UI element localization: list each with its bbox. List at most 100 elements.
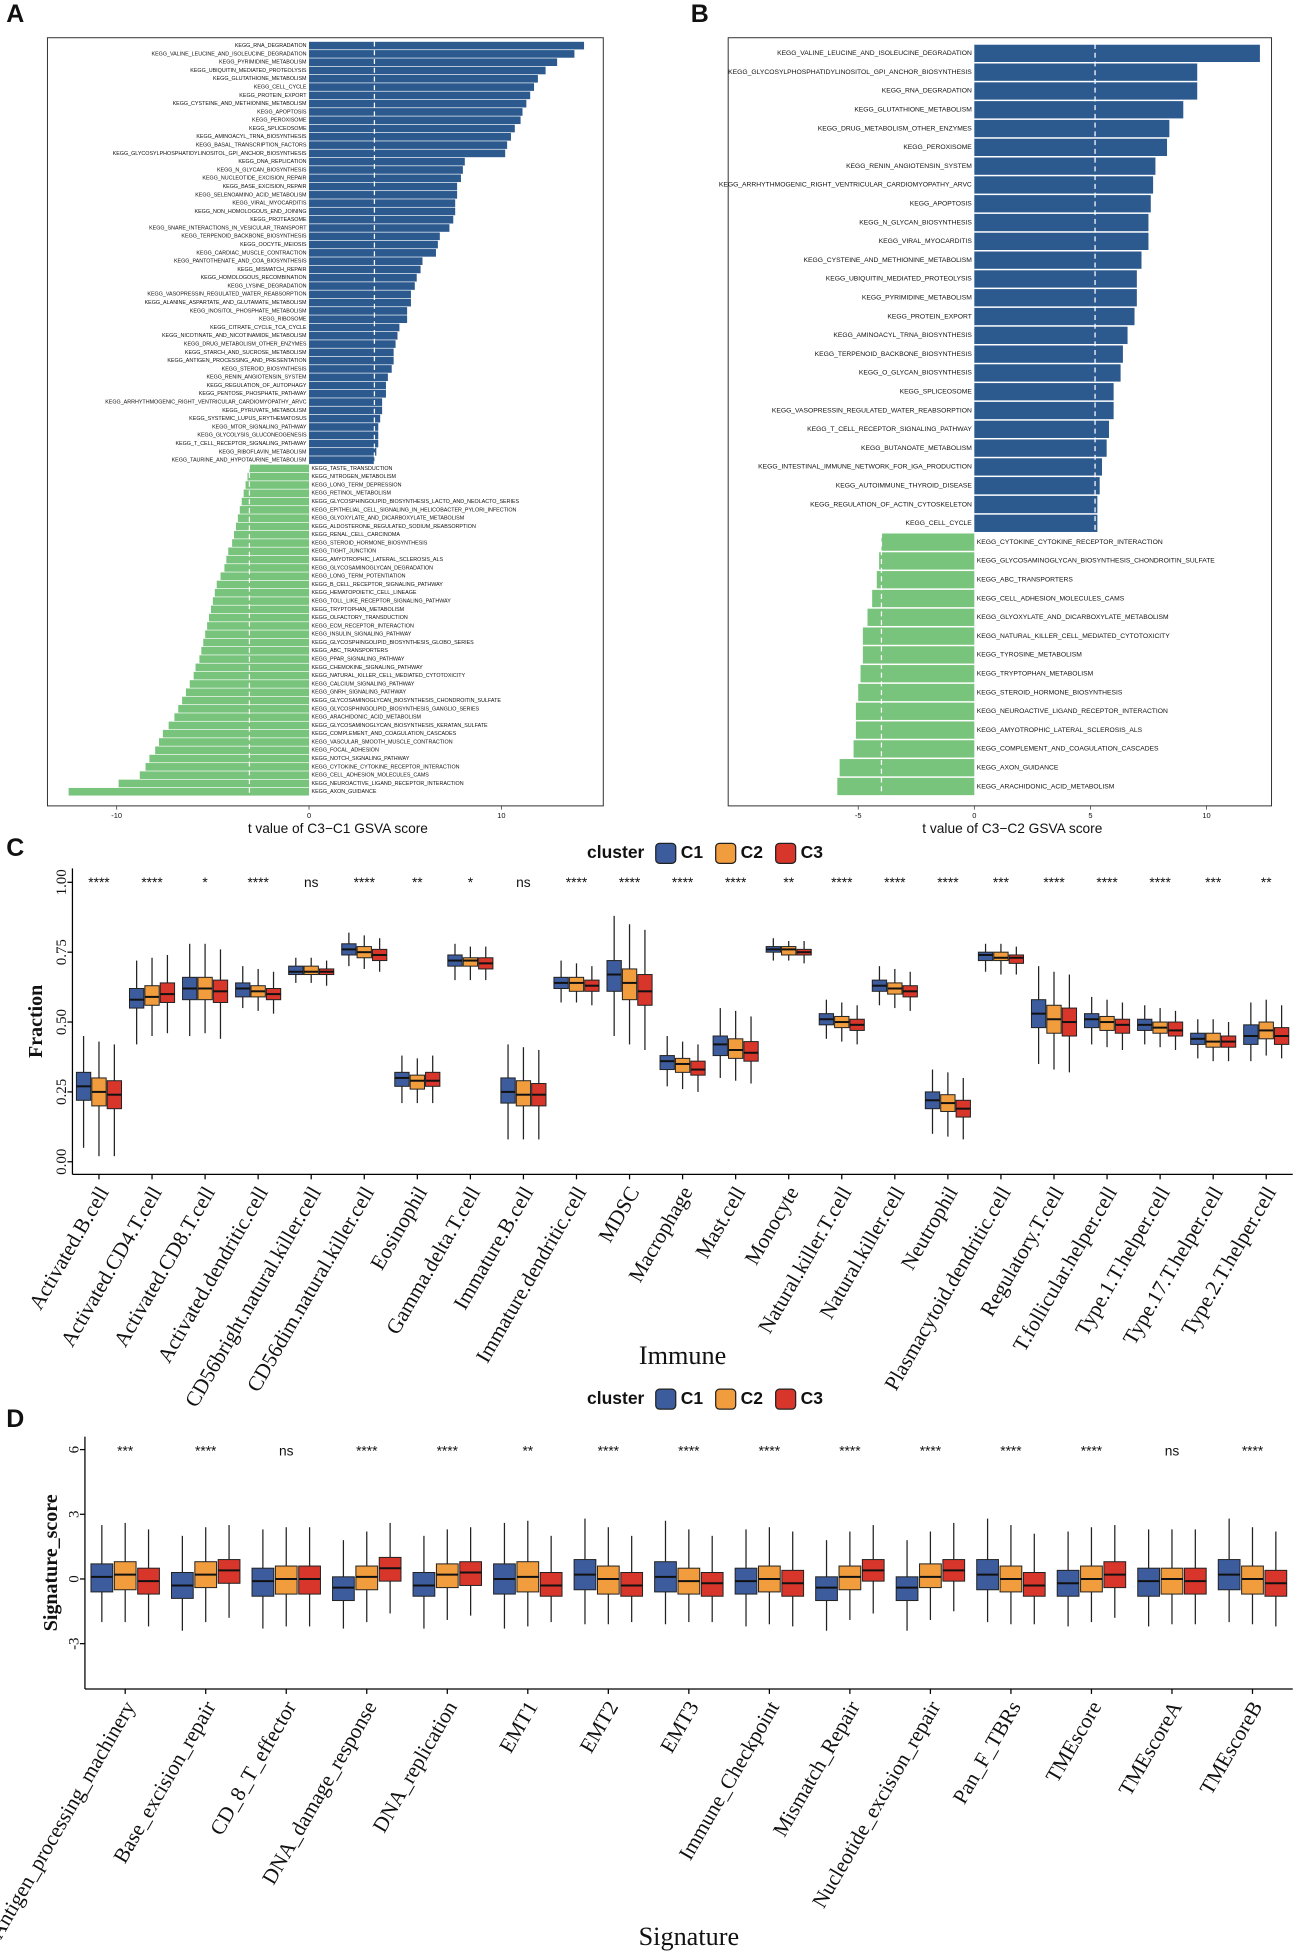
legend-label: C1 bbox=[681, 1388, 704, 1408]
bar-label: KEGG_GLYCOSPHINGOLIPID_BIOSYNTHESIS_LACT… bbox=[312, 499, 520, 505]
bar bbox=[193, 671, 310, 680]
y-tick-label: 1.00 bbox=[54, 869, 70, 895]
bar-label: KEGG_B_CELL_RECEPTOR_SIGNALING_PATHWAY bbox=[312, 582, 444, 588]
bar bbox=[867, 608, 975, 626]
bar bbox=[309, 83, 535, 91]
bar bbox=[974, 326, 1128, 344]
bar bbox=[245, 481, 310, 489]
bar bbox=[309, 157, 465, 166]
bar bbox=[974, 157, 1156, 175]
box bbox=[298, 1565, 321, 1595]
box bbox=[895, 1576, 919, 1602]
bar-label: KEGG_PANTOTHENATE_AND_COA_BIOSYNTHESIS bbox=[174, 259, 307, 265]
significance-label: ns bbox=[304, 875, 319, 890]
bar-label: KEGG_LYSINE_DEGRADATION bbox=[227, 283, 306, 289]
bar-label: KEGG_TERPENOID_BACKBONE_BIOSYNTHESIS bbox=[815, 351, 973, 358]
bar-label: KEGG_GLYCOSAMINOGLYCAN_DEGRADATION bbox=[312, 565, 434, 571]
significance-label: **** bbox=[937, 875, 959, 890]
bar bbox=[309, 74, 538, 83]
bar bbox=[68, 787, 310, 796]
bar bbox=[309, 298, 411, 307]
bar-label: KEGG_GLYOXYLATE_AND_DICARBOXYLATE_METABO… bbox=[312, 516, 465, 522]
bar bbox=[974, 477, 1100, 495]
bar-label: KEGG_VASOPRESSIN_REGULATED_WATER_REABSOR… bbox=[772, 407, 972, 414]
bar bbox=[974, 101, 1184, 119]
bar bbox=[974, 195, 1151, 213]
box bbox=[235, 982, 251, 998]
bar-label: KEGG_RENIN_ANGIOTENSIN_SYSTEM bbox=[206, 375, 307, 381]
bar bbox=[309, 398, 383, 406]
bar-label: KEGG_UBIQUITIN_MEDIATED_PROTEOLYSIS bbox=[190, 68, 307, 74]
significance-label: ns bbox=[1165, 1443, 1180, 1458]
bar bbox=[203, 638, 310, 647]
box bbox=[606, 960, 622, 992]
x-axis-label: Signature bbox=[639, 1922, 739, 1951]
y-tick-label: 0.50 bbox=[54, 1009, 70, 1035]
bar bbox=[974, 251, 1142, 269]
bar bbox=[858, 683, 975, 702]
box bbox=[919, 1563, 942, 1589]
bar bbox=[241, 497, 310, 506]
bar-label: KEGG_STEROID_HORMONE_BIOSYNTHESIS bbox=[977, 689, 1123, 696]
box bbox=[1241, 1565, 1264, 1595]
x-tick-label: CD_8_T_effector bbox=[205, 1697, 301, 1839]
bar bbox=[860, 665, 975, 683]
bar-label: KEGG_INTESTINAL_IMMUNE_NETWORK_FOR_IGA_P… bbox=[758, 464, 972, 471]
bar-label: KEGG_PYRIMIDINE_METABOLISM bbox=[862, 295, 972, 302]
bar bbox=[185, 688, 310, 697]
bar-label: KEGG_NICOTINATE_AND_NICOTINAMIDE_METABOL… bbox=[162, 333, 307, 339]
bar bbox=[309, 141, 508, 149]
bar bbox=[243, 489, 310, 498]
significance-label: **** bbox=[566, 875, 588, 890]
x-tick-label: 5 bbox=[1088, 811, 1092, 820]
box bbox=[500, 1077, 516, 1104]
bar bbox=[862, 646, 975, 664]
legend-swatch bbox=[775, 842, 797, 864]
legend-label: C3 bbox=[801, 1388, 824, 1408]
x-tick-label: TMEscoreB bbox=[1195, 1697, 1268, 1799]
x-tick-label: 0 bbox=[972, 811, 976, 820]
significance-label: **** bbox=[437, 1443, 459, 1458]
y-axis-label: Signature_score bbox=[40, 1494, 62, 1631]
bar-label: KEGG_ARRHYTHMOGENIC_RIGHT_VENTRICULAR_CA… bbox=[719, 182, 972, 189]
bar bbox=[974, 458, 1103, 476]
bar bbox=[309, 174, 461, 183]
bar bbox=[162, 729, 310, 738]
bar-label: KEGG_CELL_ADHESION_MOLECULES_CAMS bbox=[312, 773, 430, 779]
bar-label: KEGG_TASTE_TRANSDUCTION bbox=[312, 466, 393, 472]
bar-label: KEGG_APOPTOSIS bbox=[910, 201, 973, 208]
significance-label: **** bbox=[354, 875, 376, 890]
bar-label: KEGG_VASCULAR_SMOOTH_MUSCLE_CONTRACTION bbox=[312, 739, 453, 745]
bar-label: KEGG_INSULIN_SIGNALING_PATHWAY bbox=[312, 632, 412, 638]
bar-label: KEGG_N_GLYCAN_BIOSYNTHESIS bbox=[217, 167, 307, 173]
legend-swatch bbox=[715, 1388, 737, 1410]
y-tick-label: 0.00 bbox=[54, 1149, 70, 1175]
bar bbox=[235, 522, 310, 531]
bar-label: KEGG_PROTEASOME bbox=[250, 217, 307, 223]
bar bbox=[309, 389, 386, 398]
box bbox=[977, 951, 994, 962]
bar-label: KEGG_SELENOAMINO_ACID_METABOLISM bbox=[195, 192, 307, 198]
legend-title: cluster bbox=[587, 1388, 644, 1408]
box bbox=[690, 1060, 706, 1076]
legend-swatch bbox=[655, 1388, 677, 1410]
bar bbox=[182, 696, 310, 705]
bar-label: KEGG_FOCAL_ADHESION bbox=[312, 748, 379, 754]
bar-label: KEGG_CELL_CYCLE bbox=[254, 84, 307, 90]
box bbox=[425, 1071, 441, 1087]
box bbox=[1205, 1032, 1221, 1048]
bar-label: KEGG_SNARE_INTERACTIONS_IN_VESICULAR_TRA… bbox=[149, 225, 307, 231]
bar-label: KEGG_GLUTATHIONE_METABOLISM bbox=[213, 76, 307, 82]
panel-letter: A bbox=[6, 0, 24, 28]
bar bbox=[199, 655, 310, 663]
y-tick-label: 0.75 bbox=[54, 939, 70, 965]
box bbox=[394, 1071, 410, 1087]
y-tick-label: 6 bbox=[66, 1445, 82, 1453]
significance-label: **** bbox=[141, 875, 163, 890]
bar bbox=[309, 257, 423, 265]
bar bbox=[309, 41, 585, 50]
bar-label: KEGG_ABC_TRANSPORTERS bbox=[977, 576, 1074, 583]
bar bbox=[212, 597, 310, 605]
y-tick-label: 0 bbox=[66, 1575, 82, 1582]
bar-label: KEGG_VALINE_LEUCINE_AND_ISOLEUCINE_DEGRA… bbox=[777, 50, 972, 57]
